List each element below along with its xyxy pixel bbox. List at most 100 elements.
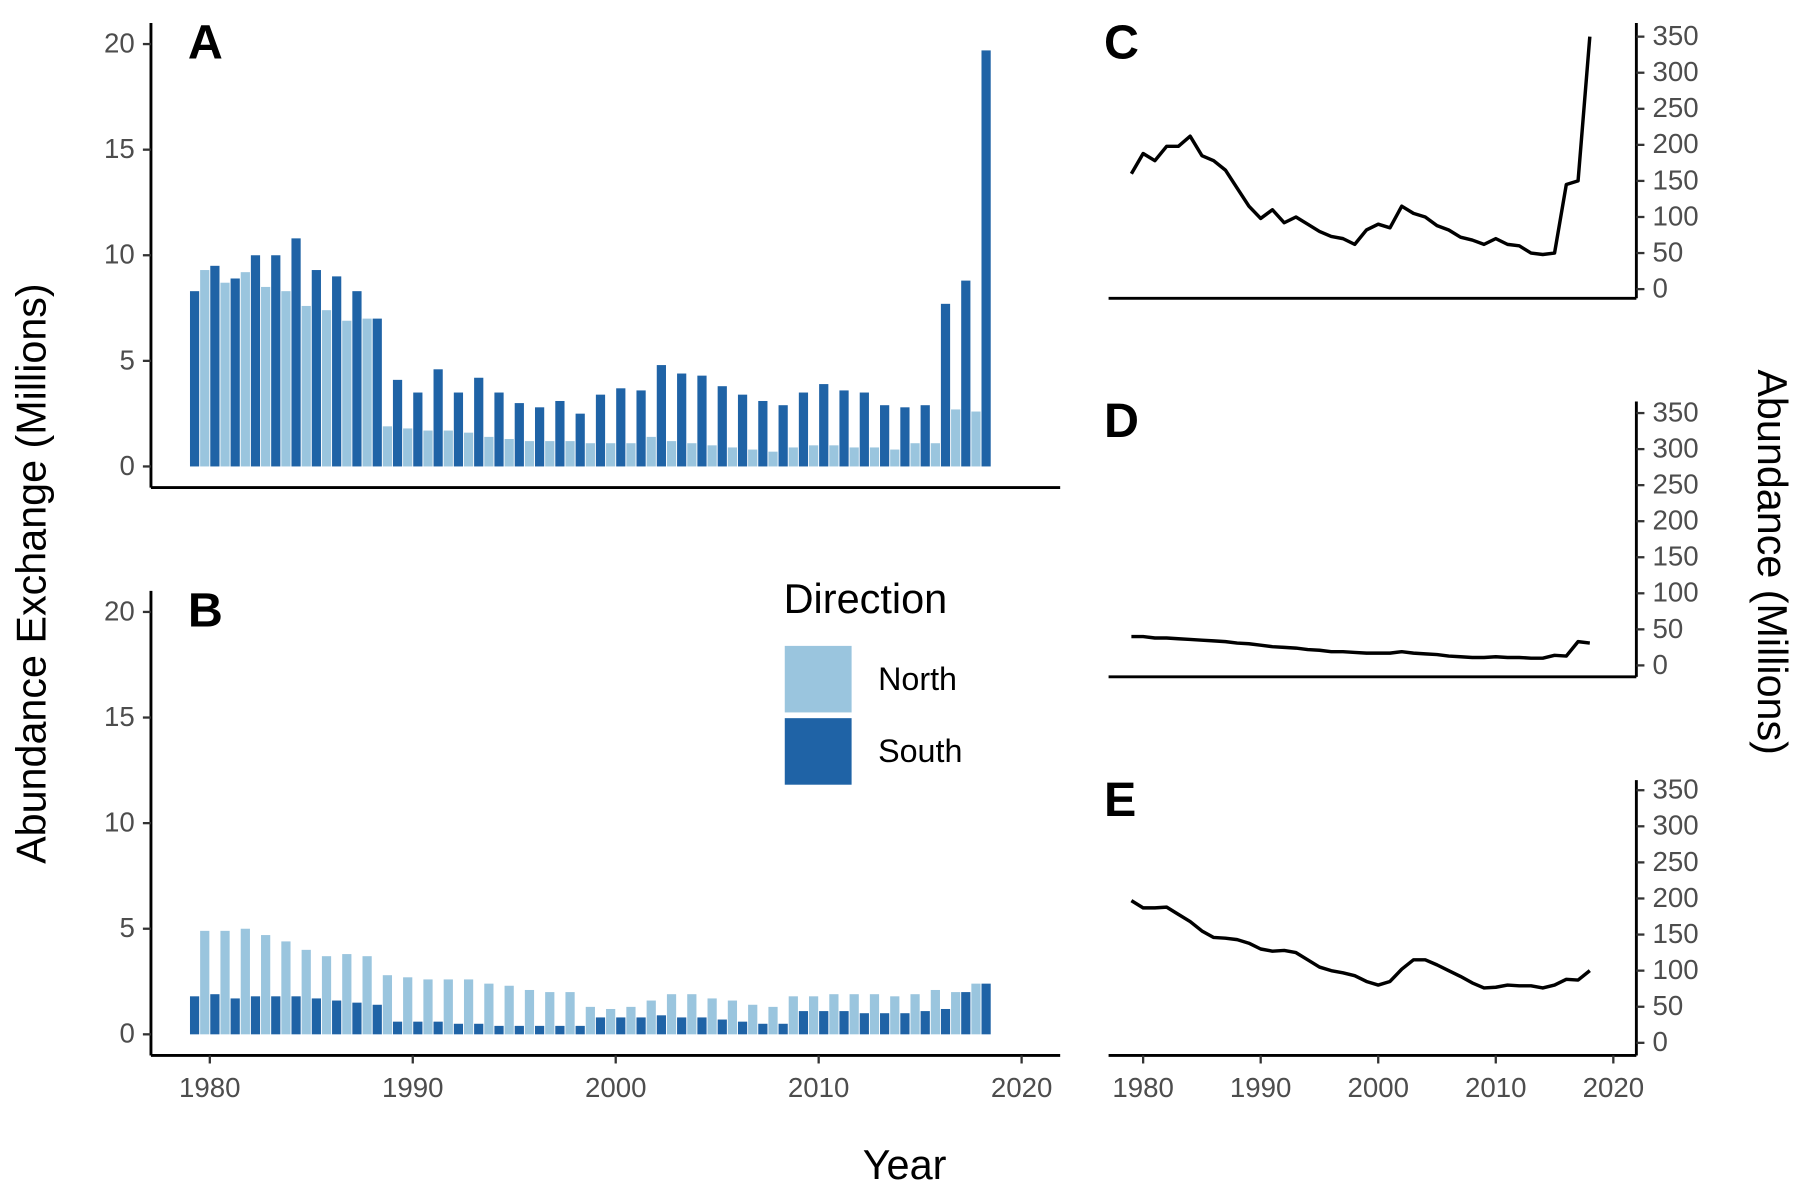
bar: [261, 935, 271, 1035]
bar: [240, 272, 250, 467]
bar: [281, 941, 291, 1035]
bar: [514, 1025, 524, 1035]
bar: [372, 318, 382, 467]
bar: [626, 443, 636, 467]
bar: [240, 928, 250, 1035]
bar: [869, 994, 880, 1035]
bar: [342, 954, 352, 1035]
bar: [656, 365, 666, 467]
x-tick-label: 1990: [382, 1072, 443, 1103]
y-tick-label: 300: [1652, 433, 1698, 464]
bar: [534, 1025, 545, 1035]
y-tick-label: 10: [104, 239, 135, 270]
bar: [250, 996, 261, 1035]
bar: [189, 996, 200, 1035]
bar: [271, 996, 281, 1035]
y-tick-label: 15: [104, 701, 135, 732]
bar: [220, 930, 230, 1035]
y-tick-label: 100: [1652, 954, 1698, 985]
y-tick-label: 250: [1652, 469, 1698, 500]
bar: [403, 428, 413, 467]
bar: [392, 1021, 403, 1035]
legend-title: Direction: [784, 576, 948, 622]
bar: [230, 998, 240, 1035]
panel-label: D: [1104, 394, 1139, 448]
bar: [372, 1004, 382, 1035]
bar: [707, 998, 717, 1035]
bar: [382, 975, 393, 1035]
bar: [565, 441, 575, 467]
bar: [433, 1021, 443, 1035]
bar: [514, 403, 524, 467]
bar: [332, 276, 342, 467]
bar: [697, 1017, 707, 1035]
x-tick-label: 2020: [1583, 1072, 1644, 1103]
bar: [636, 1017, 646, 1035]
y2-axis-title: Abundance (Millions): [1749, 369, 1795, 754]
bar: [778, 405, 788, 467]
y-tick-label: 5: [119, 344, 134, 375]
bar: [829, 994, 839, 1035]
bar: [788, 996, 798, 1035]
bar: [778, 1023, 788, 1035]
bar: [585, 1006, 595, 1035]
y-tick-label: 150: [1652, 541, 1698, 572]
bar: [981, 50, 991, 467]
bar: [200, 270, 210, 467]
bar: [707, 445, 717, 467]
panel-label: E: [1104, 773, 1136, 827]
bar: [951, 992, 961, 1035]
bar: [261, 286, 271, 467]
bar: [819, 384, 829, 467]
bar: [281, 291, 291, 467]
bar: [524, 441, 535, 467]
bar: [210, 994, 220, 1035]
bar: [737, 394, 748, 467]
bar: [311, 998, 321, 1035]
bar: [737, 1021, 748, 1035]
x-tick-label: 2010: [1465, 1072, 1526, 1103]
bar: [484, 436, 494, 467]
line: [1130, 899, 1591, 990]
bar: [210, 265, 220, 467]
bar: [595, 394, 606, 467]
bar: [717, 386, 727, 467]
bar: [534, 407, 545, 467]
bar: [646, 1000, 656, 1035]
bar: [859, 1013, 869, 1035]
bar: [332, 1000, 342, 1035]
bar: [392, 379, 403, 467]
bar: [291, 996, 301, 1035]
bar: [940, 1008, 951, 1035]
bar: [291, 238, 301, 467]
y-tick-label: 150: [1652, 164, 1698, 195]
bar: [808, 445, 819, 467]
bar: [880, 405, 890, 467]
legend-label: South: [878, 733, 962, 769]
bar: [474, 377, 484, 467]
y-tick-label: 50: [1652, 237, 1683, 268]
bar: [626, 1006, 636, 1035]
bar: [727, 1000, 738, 1035]
bar: [453, 392, 464, 467]
bar: [301, 305, 311, 467]
bar: [545, 992, 555, 1035]
bar: [819, 1011, 829, 1035]
bar: [666, 441, 677, 467]
bar: [342, 320, 352, 467]
bar: [474, 1023, 484, 1035]
y-tick-label: 10: [104, 807, 135, 838]
bar: [748, 1004, 758, 1035]
y-tick-label: 20: [104, 595, 135, 626]
bar: [423, 430, 433, 467]
x-tick-label: 2000: [1347, 1072, 1408, 1103]
bar: [606, 1008, 616, 1035]
y-tick-label: 0: [119, 450, 134, 481]
y-tick-label: 150: [1652, 918, 1698, 949]
x-tick-label: 2010: [788, 1072, 849, 1103]
bar: [575, 413, 585, 467]
y-tick-label: 200: [1652, 882, 1698, 913]
bar: [362, 956, 372, 1035]
